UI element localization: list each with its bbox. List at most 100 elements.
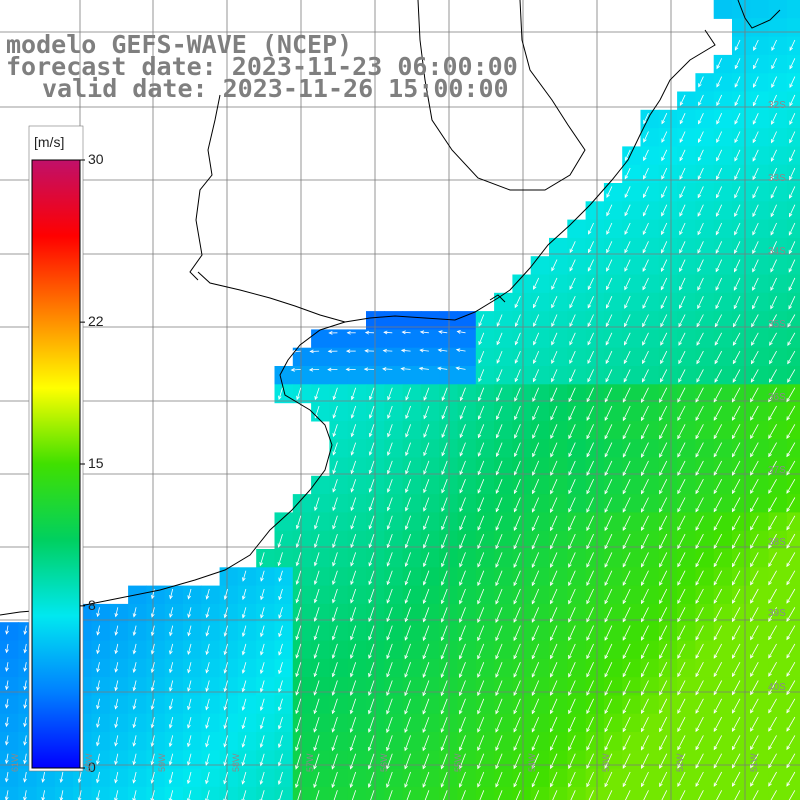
wind-arrow <box>786 405 796 421</box>
wind-arrow <box>368 698 375 715</box>
latitude-label: 38S <box>768 537 786 548</box>
wind-arrow <box>495 552 503 568</box>
wind-arrow <box>731 570 741 586</box>
wind-arrow <box>332 442 338 456</box>
wind-speed-cell <box>768 457 788 477</box>
wind-speed-cell <box>164 732 184 751</box>
wind-arrow <box>550 479 558 495</box>
wind-arrow <box>786 424 796 440</box>
wind-speed-cell <box>530 494 550 513</box>
wind-arrow <box>223 698 228 711</box>
wind-arrow <box>477 570 485 587</box>
wind-speed-cell <box>567 292 587 312</box>
wind-arrow <box>441 533 448 549</box>
wind-speed-cell <box>677 475 696 495</box>
wind-arrow <box>187 643 192 655</box>
wind-arrow <box>768 716 777 732</box>
wind-speed-cell <box>713 311 733 330</box>
wind-arrow <box>622 625 631 641</box>
wind-arrow <box>734 186 741 199</box>
wind-speed-cell <box>292 549 312 568</box>
wind-speed-cell <box>768 713 788 733</box>
wind-arrow <box>313 662 320 678</box>
wind-arrow <box>640 405 649 422</box>
wind-arrow <box>458 753 466 770</box>
wind-arrow <box>660 314 668 328</box>
wind-speed-cell <box>658 585 678 605</box>
wind-speed-cell <box>695 732 715 751</box>
wind-arrow <box>677 643 686 659</box>
wind-arrow <box>150 643 155 655</box>
wind-arrow <box>713 607 723 623</box>
wind-arrow <box>368 460 375 475</box>
wind-arrow <box>731 479 741 495</box>
wind-speed-cell <box>274 732 294 751</box>
wind-speed-cell <box>585 585 605 605</box>
wind-speed-cell <box>622 549 642 568</box>
wind-arrow <box>679 186 686 199</box>
wind-speed-cell <box>347 439 367 459</box>
wind-arrow <box>734 204 741 218</box>
wind-arrow <box>622 680 631 696</box>
wind-speed-cell <box>109 732 129 751</box>
wind-arrow <box>677 680 686 696</box>
wind-arrow <box>679 277 686 291</box>
wind-arrow <box>441 497 448 512</box>
wind-arrow <box>5 625 9 635</box>
wind-speed-cell <box>713 274 733 294</box>
wind-arrow <box>223 716 228 730</box>
wind-arrow <box>459 424 466 439</box>
wind-arrow <box>788 277 796 292</box>
wind-arrow <box>132 662 137 674</box>
wind-speed-cell <box>475 512 495 532</box>
wind-speed-cell <box>494 603 513 623</box>
wind-arrow <box>677 424 686 440</box>
wind-speed-cell <box>640 292 660 312</box>
wind-speed-cell <box>695 237 715 257</box>
wind-speed-cell <box>640 347 660 367</box>
wind-arrow <box>77 790 82 800</box>
wind-speed-cell <box>732 201 751 221</box>
wind-speed-cell <box>567 457 587 477</box>
wind-speed-cell <box>219 603 239 623</box>
wind-arrow <box>495 424 503 439</box>
wind-arrow <box>750 643 759 659</box>
wind-speed-cell <box>622 713 642 733</box>
longitude-label: 59W <box>157 753 167 772</box>
wind-arrow <box>423 515 430 531</box>
wind-arrow <box>786 625 796 641</box>
wind-arrow <box>295 735 302 752</box>
wind-speed-cell <box>640 329 660 349</box>
wind-arrow <box>332 588 338 604</box>
wind-speed-cell <box>732 183 751 202</box>
wind-arrow <box>295 662 302 678</box>
wind-speed-cell <box>183 677 202 696</box>
wind-arrow <box>440 753 448 770</box>
wind-speed-cell <box>658 183 678 202</box>
wind-arrow <box>495 497 503 513</box>
wind-arrow <box>586 643 594 660</box>
wind-arrow <box>277 771 283 785</box>
wind-arrow <box>713 533 723 549</box>
wind-arrow <box>550 588 558 605</box>
wind-arrow <box>677 405 686 422</box>
wind-arrow <box>586 460 594 476</box>
wind-speed-cell <box>146 768 166 788</box>
wind-arrow <box>789 39 796 52</box>
wind-speed-cell <box>622 329 642 349</box>
wind-arrow <box>679 94 686 106</box>
wind-speed-cell <box>420 603 440 623</box>
wind-speed-cell <box>311 585 330 605</box>
wind-speed-cell <box>768 128 788 147</box>
wind-arrow <box>713 753 723 769</box>
wind-arrow <box>478 350 485 364</box>
wind-arrow <box>695 753 704 769</box>
wind-speed-cell <box>585 311 605 330</box>
wind-arrow <box>604 625 613 641</box>
wind-speed-cell <box>366 567 385 587</box>
wind-arrow <box>495 442 503 458</box>
wind-arrow <box>677 570 686 586</box>
wind-speed-cell <box>750 457 770 477</box>
wind-speed-cell <box>585 768 605 788</box>
wind-speed-cell <box>622 768 642 788</box>
